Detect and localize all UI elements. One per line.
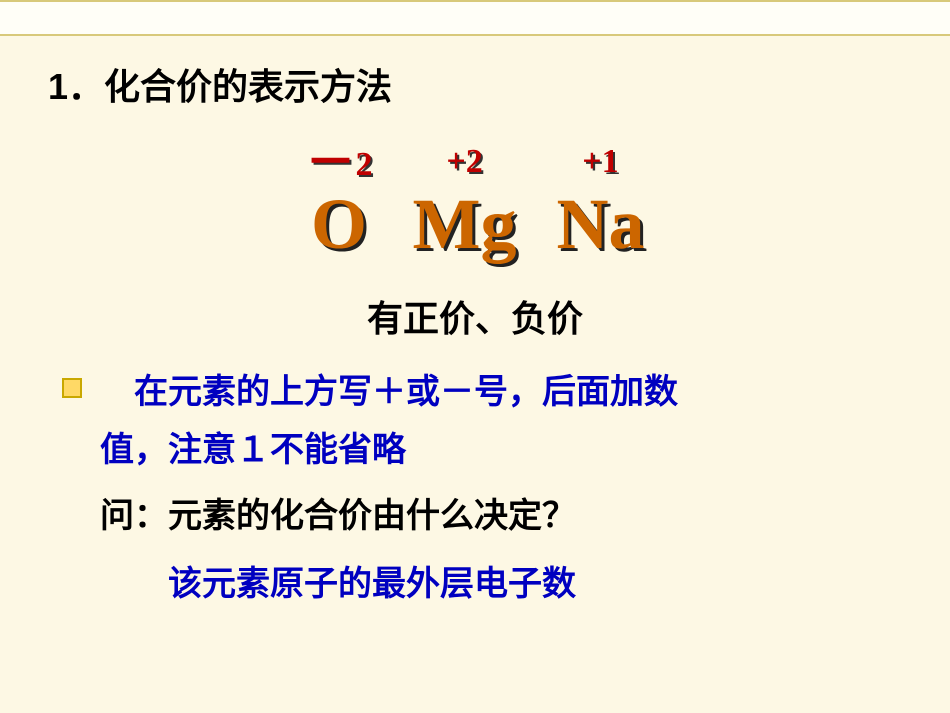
subtitle-text: 有正价、负价 (0, 290, 950, 342)
section-heading: 1．化合价的表示方法 (48, 58, 392, 110)
answer-text: 该元素原子的最外层电子数 (168, 556, 576, 605)
element-sodium: +1 Na (556, 140, 644, 264)
element-symbol: Mg (413, 184, 517, 264)
element-oxygen: －2 O (306, 140, 373, 264)
element-magnesium: +2 Mg (413, 140, 517, 264)
valence-label: －2 (306, 140, 373, 184)
decorative-top-bar (0, 0, 950, 36)
question-text: 问：元素的化合价由什么决定？ (100, 488, 576, 537)
elements-row: －2 O +2 Mg +1 Na (0, 140, 950, 264)
note-line-2: 值，注意１不能省略 (100, 432, 406, 469)
valence-label: +2 (413, 140, 517, 184)
valence-number: 1 (602, 143, 619, 180)
valence-sign: + (582, 143, 601, 180)
valence-number: 2 (356, 146, 373, 183)
valence-label: +1 (556, 140, 644, 184)
bullet-square-icon (62, 378, 82, 398)
note-line-1: 在元素的上方写＋或－号，后面加数 (100, 374, 678, 411)
element-symbol: O (306, 184, 373, 264)
valence-sign: + (446, 143, 465, 180)
element-symbol: Na (556, 184, 644, 264)
valence-sign: － (306, 134, 356, 190)
note-text: 在元素的上方写＋或－号，后面加数 值，注意１不能省略 (100, 364, 890, 480)
valence-number: 2 (466, 143, 483, 180)
